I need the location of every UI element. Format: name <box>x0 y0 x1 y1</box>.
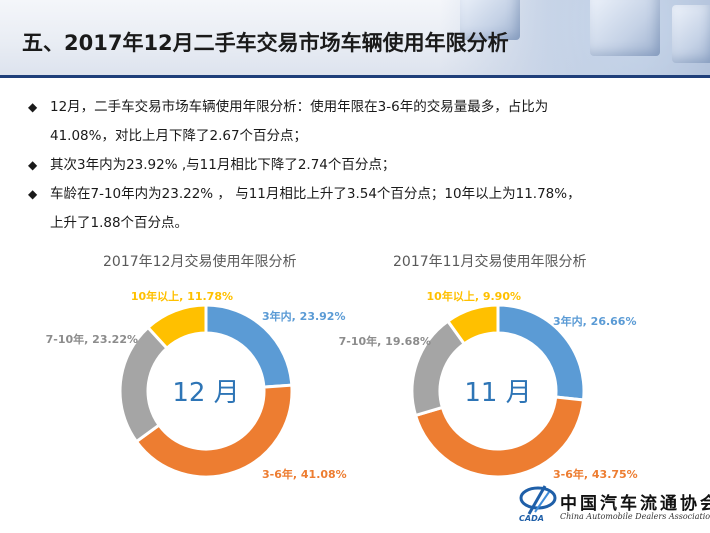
title-bar: 五、2017年12月二手车交易市场车辆使用年限分析 <box>0 0 710 78</box>
donut-center-label: 11 月 <box>464 378 531 408</box>
chart-title-nov: 2017年11月交易使用年限分析 <box>393 254 587 270</box>
diamond-bullet-icon: ◆ <box>28 187 38 201</box>
bullet-line: 上升了1.88个百分点。 <box>50 215 189 231</box>
diamond-bullet-icon: ◆ <box>28 100 38 114</box>
page-title: 五、2017年12月二手车交易市场车辆使用年限分析 <box>22 31 509 55</box>
slice-data-label: 7-10年, 23.22% <box>46 332 138 346</box>
slice-data-label: 3-6年, 43.75% <box>553 467 638 481</box>
logo-name-cn: 中国汽车流通协会 <box>560 494 710 514</box>
slice-data-label: 10年以上, 9.90% <box>427 289 521 303</box>
bullet-line: 其次3年内为23.92% ,与11月相比下降了2.74个百分点； <box>50 157 396 173</box>
donut-center-label: 12 月 <box>172 378 239 408</box>
bullet-item: ◆ 车龄在7-10年内为23.22% ， 与11月相比上升了3.54个百分点；1… <box>28 180 688 238</box>
donut-slice <box>413 395 586 479</box>
cada-logo: CADA 中国汽车流通协会 China Automobile Dealers A… <box>515 484 710 529</box>
summary-bullets: ◆ 12月，二手车交易市场车辆使用年限分析：使用年限在3-6年的交易量最多，占比… <box>28 93 688 238</box>
bullet-line: 41.08%，对比上月下降了2.67个百分点； <box>50 128 308 144</box>
donut-slice <box>445 303 500 346</box>
logo-name-en: China Automobile Dealers Association <box>560 512 710 521</box>
bullet-line: 12月，二手车交易市场车辆使用年限分析：使用年限在3-6年的交易量最多，占比为 <box>50 99 549 115</box>
bullet-line: 车龄在7-10年内为23.22% ， 与11月相比上升了3.54个百分点；10年… <box>50 186 581 202</box>
decor-cube <box>590 0 660 56</box>
logo-abbreviation: CADA <box>519 514 544 523</box>
decor-cube <box>460 0 520 40</box>
header-decoration <box>440 0 710 75</box>
donut-slice <box>134 383 294 479</box>
cada-emblem-icon <box>519 485 557 515</box>
bullet-text: 12月，二手车交易市场车辆使用年限分析：使用年限在3-6年的交易量最多，占比为 … <box>50 93 548 151</box>
slice-data-label: 3年内, 23.92% <box>262 309 345 323</box>
bullet-item: ◆ 其次3年内为23.92% ,与11月相比下降了2.74个百分点； <box>28 151 688 180</box>
diamond-bullet-icon: ◆ <box>28 158 38 172</box>
donut-chart: 3年内, 23.92% 3-6年, 41.08% 7-10年, 23.22% 10年以… <box>46 289 347 481</box>
donut-chart: 3年内, 26.66% 3-6年, 43.75% 7-10年, 19.68% 10年以… <box>339 289 638 481</box>
slice-data-label: 10年以上, 11.78% <box>131 289 233 303</box>
donut-slice <box>145 303 208 351</box>
decor-cube <box>672 5 710 63</box>
slice-data-label: 3-6年, 41.08% <box>262 467 347 481</box>
slice-data-label: 3年内, 26.66% <box>553 314 636 328</box>
bullet-text: 其次3年内为23.92% ,与11月相比下降了2.74个百分点； <box>50 151 395 180</box>
bullet-text: 车龄在7-10年内为23.22% ， 与11月相比上升了3.54个百分点；10年… <box>50 180 581 238</box>
chart-title-dec: 2017年12月交易使用年限分析 <box>103 254 297 270</box>
slice-data-label: 7-10年, 19.68% <box>339 334 431 348</box>
bullet-item: ◆ 12月，二手车交易市场车辆使用年限分析：使用年限在3-6年的交易量最多，占比… <box>28 93 688 151</box>
